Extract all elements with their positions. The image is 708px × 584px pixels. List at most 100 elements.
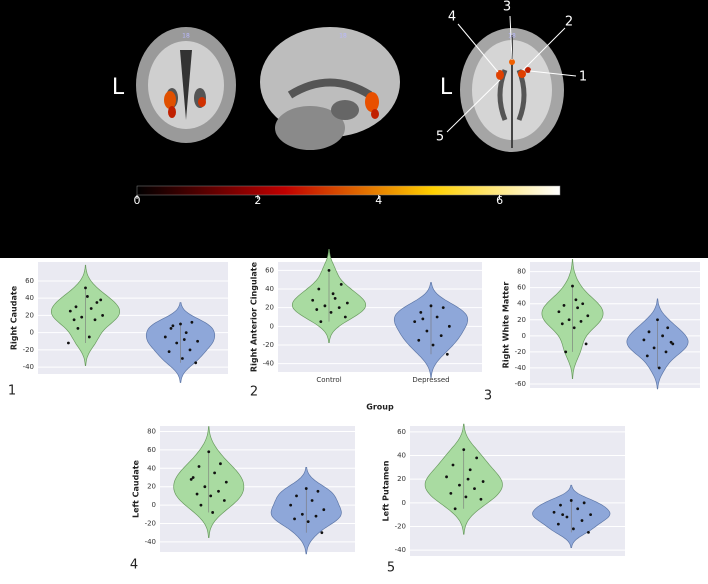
y-tick-label: 0	[270, 322, 274, 330]
data-point	[586, 314, 590, 318]
data-point	[101, 314, 104, 317]
data-point	[322, 508, 326, 512]
data-point	[289, 503, 293, 507]
slice-label: 18	[508, 33, 516, 40]
pointer-lines	[446, 15, 577, 133]
data-point	[213, 471, 217, 475]
data-point	[584, 342, 588, 346]
data-point	[429, 304, 433, 308]
y-tick-label: -20	[395, 522, 406, 530]
data-point	[211, 511, 215, 514]
data-point	[68, 309, 72, 313]
data-point	[576, 507, 580, 511]
data-point	[300, 512, 304, 516]
data-point	[464, 495, 468, 499]
data-point	[413, 320, 417, 324]
y-tick-label: 40	[25, 294, 34, 302]
data-point	[664, 350, 668, 354]
data-point	[319, 320, 323, 324]
data-point	[327, 268, 331, 272]
data-point	[466, 477, 470, 481]
data-point	[181, 357, 184, 360]
data-point	[89, 307, 93, 310]
hemisphere-label: L	[440, 75, 453, 100]
data-point	[431, 343, 435, 347]
data-point	[74, 305, 78, 309]
data-point	[169, 326, 173, 330]
y-tick-label: 0	[152, 501, 156, 509]
data-point	[293, 517, 296, 521]
data-point	[93, 318, 97, 322]
data-point	[564, 350, 568, 354]
slice-label: 18	[182, 33, 190, 40]
y-tick-label: 0	[30, 329, 34, 337]
data-point	[572, 326, 576, 330]
region-label: 5	[436, 130, 444, 145]
data-point	[194, 361, 198, 365]
data-point	[574, 298, 578, 302]
data-point	[217, 489, 220, 493]
data-point	[188, 348, 192, 352]
colorbar-tick-label: 0	[134, 194, 141, 207]
data-point	[560, 322, 564, 326]
data-point	[552, 510, 556, 514]
data-point	[316, 489, 320, 493]
data-point	[425, 329, 429, 333]
data-point	[224, 480, 228, 484]
data-point	[171, 324, 175, 328]
data-point	[661, 334, 664, 338]
data-point	[669, 340, 673, 344]
y-tick-label: -20	[263, 341, 274, 349]
data-point	[329, 310, 333, 314]
data-point	[445, 352, 449, 356]
data-point	[589, 513, 592, 517]
y-axis-label: Right White Matter	[502, 282, 511, 369]
data-point	[562, 303, 566, 307]
data-point	[475, 456, 479, 460]
data-point	[417, 338, 421, 342]
data-point	[345, 301, 349, 305]
data-point	[565, 515, 569, 519]
data-point	[195, 492, 199, 496]
data-point	[182, 338, 186, 341]
data-point	[76, 326, 80, 330]
y-tick-label: -40	[263, 360, 274, 368]
data-point	[559, 503, 562, 507]
region-label: 4	[448, 10, 456, 25]
y-tick-label: 20	[517, 316, 526, 324]
data-point	[439, 334, 443, 338]
x-tick-label: Depressed	[412, 376, 449, 384]
y-axis-label: Right Caudate	[10, 285, 19, 350]
data-point	[445, 475, 448, 479]
data-point	[343, 315, 347, 319]
data-point	[572, 527, 575, 531]
panel-label: 1	[8, 384, 16, 399]
y-tick-label: 40	[397, 452, 406, 460]
data-point	[190, 320, 194, 324]
y-axis-label: Left Putamen	[382, 460, 391, 521]
y-tick-label: 60	[147, 446, 156, 454]
y-tick-label: 80	[147, 428, 156, 436]
data-point	[571, 284, 574, 288]
y-tick-label: 0	[522, 332, 526, 340]
data-point	[642, 338, 646, 342]
x-axis-label: Group	[366, 403, 394, 412]
data-point	[473, 487, 476, 491]
data-point	[569, 499, 573, 502]
data-point	[222, 499, 226, 502]
data-point	[314, 514, 318, 518]
data-point	[656, 318, 659, 322]
violin-chart: -40 -20 0 20 40 60 Right Caudate 1	[8, 262, 228, 399]
y-tick-label: -20	[515, 348, 526, 356]
panel-label: 3	[484, 389, 492, 404]
sagittal-slice	[260, 27, 400, 150]
y-tick-label: 40	[265, 285, 274, 293]
data-point	[556, 522, 560, 526]
y-tick-label: -40	[515, 364, 526, 372]
data-point	[184, 331, 188, 335]
y-tick-label: 40	[147, 464, 156, 472]
data-point	[167, 350, 171, 353]
data-point	[419, 310, 423, 314]
data-point	[587, 530, 590, 534]
